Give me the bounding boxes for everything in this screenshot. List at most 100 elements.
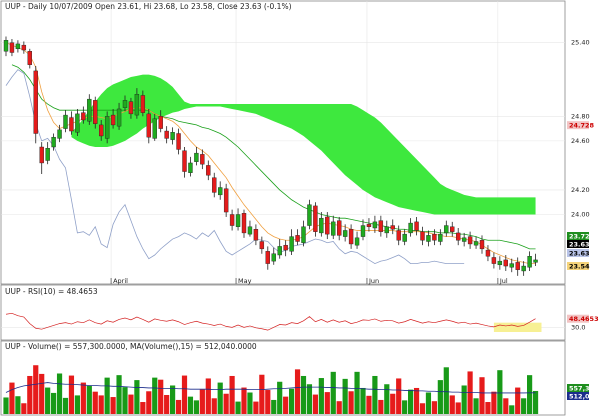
candle-down bbox=[158, 116, 163, 129]
volume-tag: 557,300 bbox=[569, 385, 599, 393]
volume-bar bbox=[342, 378, 348, 414]
volume-bar bbox=[324, 392, 330, 414]
volume-bar bbox=[312, 394, 318, 414]
candle-up bbox=[188, 162, 193, 173]
candle-up bbox=[122, 100, 128, 108]
volume-bar bbox=[205, 378, 211, 414]
candle-down bbox=[98, 124, 104, 137]
volume-bar bbox=[461, 385, 467, 414]
candle-down bbox=[128, 101, 134, 115]
candle-down bbox=[313, 205, 318, 232]
candle-up bbox=[104, 116, 110, 139]
price-tick-label: 25.40 bbox=[571, 39, 590, 47]
rsi-value-tag-bg bbox=[567, 314, 589, 323]
volume-bar bbox=[199, 389, 205, 414]
price-tick-label: 24.60 bbox=[571, 137, 590, 145]
candle-down bbox=[283, 244, 288, 251]
rsi-value-tag: 48.4653 bbox=[569, 315, 599, 323]
candle-up bbox=[354, 237, 360, 246]
price-tag: 23.63 bbox=[569, 250, 590, 258]
candle-down bbox=[503, 259, 508, 267]
volume-ma-line bbox=[5, 382, 536, 394]
candle-up bbox=[372, 221, 378, 229]
volume-bar bbox=[437, 380, 443, 414]
volume-bar bbox=[122, 387, 128, 414]
candle-down bbox=[450, 226, 455, 232]
candle-down bbox=[164, 130, 169, 139]
candle-up bbox=[194, 152, 199, 162]
volume-bar bbox=[3, 397, 9, 414]
candle-down bbox=[456, 232, 461, 241]
price-tag-bg bbox=[567, 249, 589, 257]
volume-bar bbox=[532, 390, 539, 414]
candle-down bbox=[21, 44, 27, 51]
volume-bar bbox=[265, 390, 271, 414]
volume-bar bbox=[408, 389, 414, 414]
volume-bar bbox=[56, 373, 63, 414]
volume-panel-frame bbox=[0, 340, 566, 416]
candle-up bbox=[509, 263, 514, 268]
candle-down bbox=[146, 113, 152, 138]
candle-up bbox=[3, 40, 9, 52]
candle-up bbox=[45, 148, 50, 161]
price-panel-title: UUP - Daily 10/07/2009 Open 23.61, Hi 23… bbox=[5, 2, 292, 11]
candle-up bbox=[473, 241, 479, 246]
candle-up bbox=[521, 265, 526, 272]
candle-up bbox=[51, 136, 56, 148]
volume-bar bbox=[360, 387, 366, 414]
candle-up bbox=[301, 226, 306, 243]
candle-up bbox=[461, 237, 467, 242]
candle-down bbox=[467, 236, 473, 245]
volume-bar bbox=[455, 402, 461, 414]
volume-bar bbox=[146, 391, 152, 414]
candle-up bbox=[307, 204, 312, 226]
volume-bar bbox=[402, 400, 408, 414]
candle-up bbox=[527, 256, 532, 268]
volume-bar bbox=[74, 395, 80, 414]
volume-ma-tag: 512,040 bbox=[569, 393, 599, 401]
candle-up bbox=[57, 129, 62, 139]
candle-down bbox=[348, 229, 354, 245]
volume-bar bbox=[378, 399, 384, 414]
candle-down bbox=[110, 114, 116, 126]
volume-bar bbox=[396, 378, 402, 414]
volume-bar bbox=[223, 393, 229, 414]
volume-bar bbox=[62, 397, 69, 414]
candle-down bbox=[182, 150, 187, 172]
candle-up bbox=[533, 259, 538, 263]
volume-bar bbox=[515, 387, 521, 414]
candle-down bbox=[200, 154, 205, 165]
volume-bar bbox=[39, 373, 45, 414]
candle-down bbox=[390, 225, 395, 230]
volume-bar bbox=[51, 392, 57, 414]
candle-down bbox=[27, 51, 32, 65]
rsi-line bbox=[5, 312, 536, 331]
volume-bar bbox=[348, 391, 354, 414]
rsi-tick-label: 30.0 bbox=[571, 323, 585, 331]
volume-bar bbox=[152, 377, 158, 414]
volume-bar bbox=[128, 394, 134, 414]
volume-bar bbox=[241, 387, 247, 414]
candle-up bbox=[170, 132, 175, 140]
volume-bar bbox=[193, 400, 199, 414]
volume-bar bbox=[253, 401, 259, 414]
price-tag: 24.728 bbox=[569, 122, 595, 130]
candle-down bbox=[337, 220, 342, 236]
volume-bar bbox=[217, 382, 223, 414]
volume-bar bbox=[330, 371, 336, 414]
candle-down bbox=[479, 240, 485, 250]
candle-down bbox=[81, 112, 86, 121]
candle-down bbox=[295, 235, 300, 242]
candle-down bbox=[39, 146, 44, 164]
candle-up bbox=[63, 114, 68, 129]
price-panel-frame bbox=[0, 0, 566, 285]
volume-ma-tag-bg bbox=[567, 392, 589, 400]
candle-up bbox=[271, 253, 276, 262]
candle-up bbox=[15, 43, 21, 50]
candle-up bbox=[444, 225, 449, 234]
tenkan-line bbox=[5, 42, 536, 264]
candle-down bbox=[420, 231, 425, 241]
volume-bar bbox=[491, 391, 497, 414]
volume-bar bbox=[271, 399, 277, 414]
